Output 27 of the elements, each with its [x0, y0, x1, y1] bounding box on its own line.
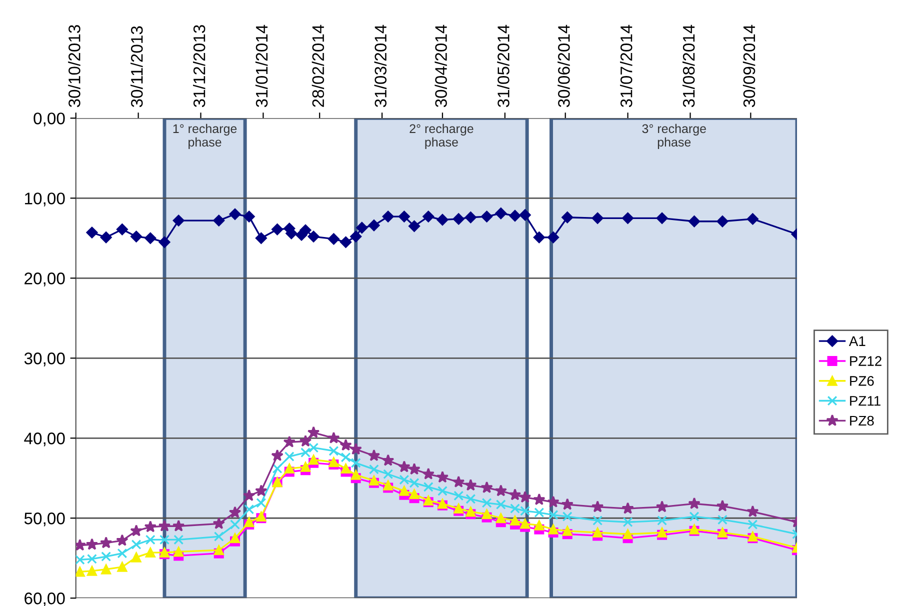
x-tick-label: 31/07/2014: [620, 24, 632, 108]
y-tick-label: 0,00: [34, 112, 65, 126]
legend-label: A1: [848, 336, 866, 346]
x-tick-label: 30/10/2013: [68, 25, 80, 108]
x-tick-label: 31/12/2013: [192, 25, 206, 108]
x-tick-label: 31/08/2014: [682, 24, 695, 108]
x-tick-label: 28/02/2014: [312, 24, 324, 107]
x-tick-label: 31/05/2014: [497, 24, 510, 108]
band-label: 3° recharge phase: [642, 124, 706, 150]
y-tick-label: 10,00: [25, 192, 65, 206]
x-tick-label: 31/03/2014: [374, 24, 387, 108]
x-tick-label: 31/01/2014: [255, 24, 268, 108]
y-tick-label: 20,00: [24, 272, 65, 286]
x-tick-label: 30/09/2014: [742, 24, 756, 108]
band-label: 2° recharge phase: [410, 124, 474, 150]
legend-label: PZ12: [850, 356, 882, 366]
x-tick-label: 30/11/2013: [130, 26, 143, 108]
band-label: 1° recharge phase: [173, 124, 237, 150]
legend-label: PZ6: [850, 376, 874, 386]
y-tick-label: 30,00: [24, 352, 65, 366]
y-tick-label: 50,00: [24, 512, 65, 526]
x-tick-label: 30/06/2014: [558, 24, 570, 108]
y-tick-label: 40,00: [24, 432, 65, 446]
legend-label: PZ8: [850, 416, 874, 426]
legend-label: PZ11: [850, 396, 880, 406]
x-tick-label: 30/04/2014: [434, 24, 447, 108]
y-tick-label: 60,00: [24, 592, 65, 606]
